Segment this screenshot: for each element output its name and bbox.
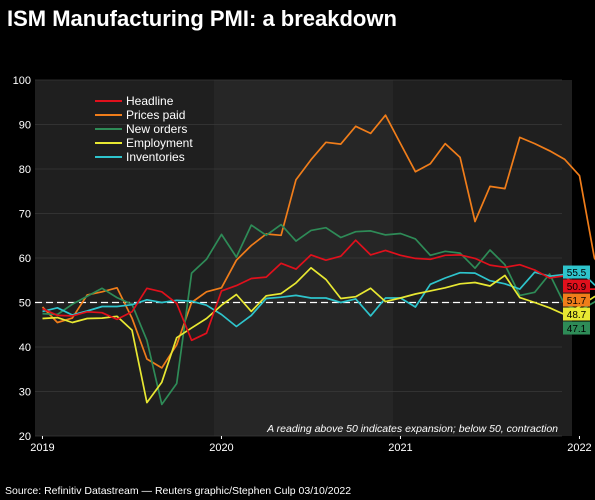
end-label-value: 47.1 (567, 324, 587, 335)
end-label-value: 48.7 (567, 310, 587, 321)
end-label-value: 55.5 (567, 268, 587, 279)
end-label-value: 50.9 (567, 282, 587, 293)
y-tick-label: 20 (19, 431, 31, 443)
end-label-box (563, 279, 590, 293)
y-tick-label: 80 (19, 164, 31, 176)
chart-annotation: A reading above 50 indicates expansion; … (266, 423, 558, 435)
y-tick-label: 90 (19, 120, 31, 132)
y-tick-label: 50 (19, 298, 31, 310)
series-line-employment (42, 266, 595, 404)
chart-title: ISM Manufacturing PMI: a breakdown (7, 6, 397, 31)
legend-entry: Prices paid (126, 108, 185, 122)
end-label-value: 51.7 (567, 296, 587, 307)
legend-entry: Headline (126, 94, 174, 108)
series-line-new-orders (42, 223, 595, 406)
legend-entry: New orders (126, 122, 187, 136)
x-tick-label: 2019 (30, 442, 54, 454)
y-tick-label: 60 (19, 253, 31, 265)
x-tick-label: 2020 (209, 442, 233, 454)
y-tick-label: 30 (19, 387, 31, 399)
end-label-box (563, 265, 590, 279)
legend-entry: Employment (126, 136, 193, 150)
end-label-box (563, 293, 590, 307)
end-label-box (563, 307, 590, 321)
legend-entry: Inventories (126, 150, 185, 164)
source-credit: Source: Refinitiv Datastream — Reuters g… (5, 485, 352, 497)
x-tick-label: 2022 (567, 442, 591, 454)
y-tick-label: 70 (19, 209, 31, 221)
y-tick-label: 100 (13, 75, 31, 87)
series-line-prices-paid (41, 114, 595, 369)
end-label-box (563, 321, 590, 335)
series-line-headline (42, 239, 595, 342)
y-tick-label: 40 (19, 342, 31, 354)
x-tick-label: 2021 (388, 442, 412, 454)
